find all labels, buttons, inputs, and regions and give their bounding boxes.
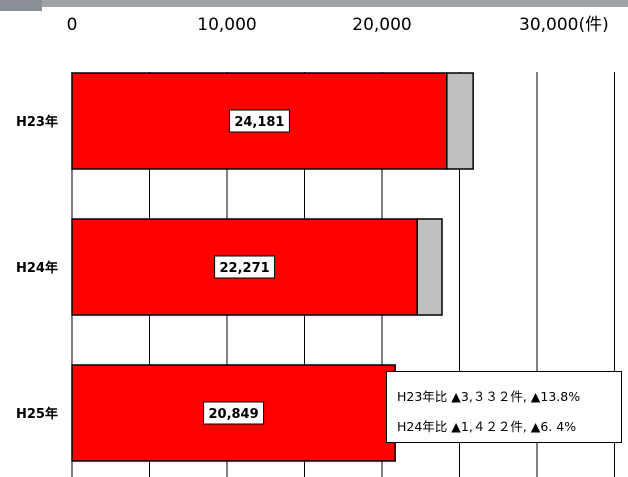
- data-label: 20,849: [208, 407, 258, 422]
- bar-secondary: [416, 218, 443, 316]
- annotation-line-h23: H23年比 ▲3,３３２件, ▲13.8%: [397, 389, 581, 404]
- x-tick-label: 0: [67, 15, 78, 35]
- category-label: H25年: [16, 406, 58, 422]
- top-band: [0, 0, 628, 7]
- top-band-tab: [0, 0, 42, 11]
- comparison-annotation: H23年比 ▲3,３３２件, ▲13.8% H24年比 ▲1,４２２件, ▲6.…: [386, 371, 622, 443]
- category-label: H23年: [16, 114, 58, 130]
- data-label-box: [203, 401, 265, 425]
- data-label: 22,271: [220, 261, 270, 276]
- bar-secondary: [446, 72, 474, 170]
- x-tick-label: 10,000: [197, 15, 256, 35]
- category-label: H24年: [16, 260, 58, 276]
- data-label-box: [228, 109, 290, 133]
- annotation-line-h24: H24年比 ▲1,４２２件, ▲6. 4%: [397, 419, 577, 434]
- data-label: 24,181: [234, 115, 284, 130]
- x-tick-label: 30,000(件): [519, 15, 609, 35]
- x-tick-label: 20,000: [352, 15, 411, 35]
- data-label-box: [214, 255, 276, 279]
